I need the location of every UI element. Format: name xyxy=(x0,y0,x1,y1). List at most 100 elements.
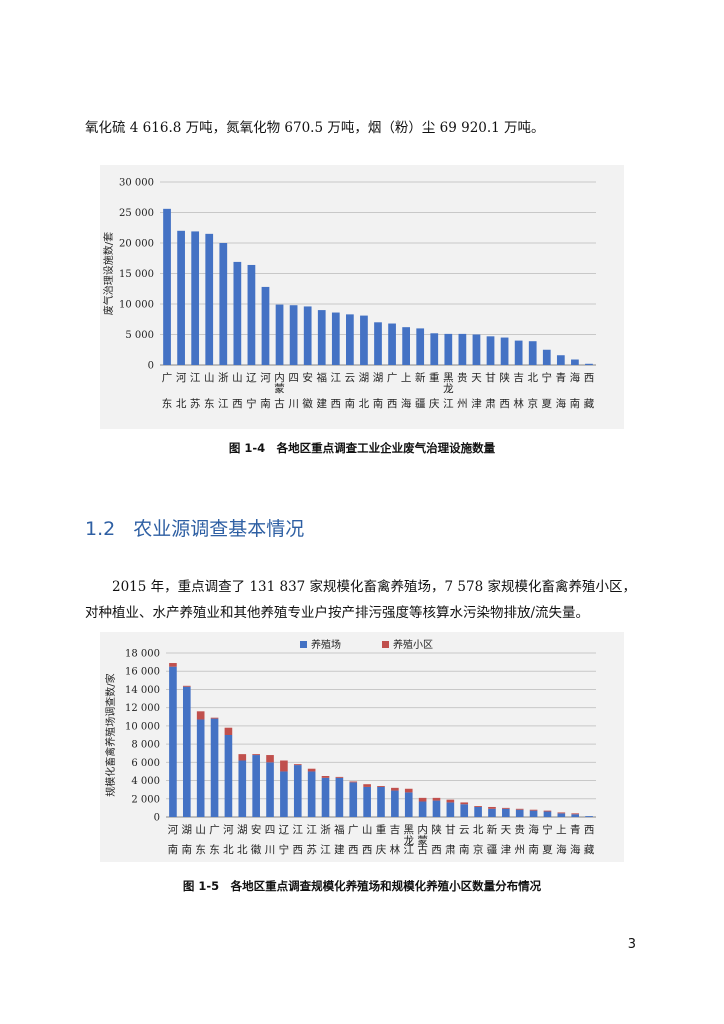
x-tick-label: 天 xyxy=(501,824,512,836)
bar xyxy=(205,233,214,365)
x-tick-label: 湖 xyxy=(237,824,248,836)
x-tick-label: 津 xyxy=(471,398,482,410)
x-tick-label: 东 xyxy=(209,843,220,856)
legend-label: 养殖场 xyxy=(311,638,341,651)
x-tick-label: 广 xyxy=(348,824,359,836)
bar-segment xyxy=(432,797,441,801)
legend-label: 养殖小区 xyxy=(393,638,433,651)
bar-segment xyxy=(502,807,510,809)
chart-1-5: 0 2 000 4 000 6 000 8 000 10 000 12 000 14 000 1… xyxy=(104,638,596,856)
y-axis-label: 规模化畜禽养殖场调查数/家 xyxy=(104,673,117,796)
x-tick-label: 南 xyxy=(260,397,271,410)
x-tick-label: 津 xyxy=(501,844,512,856)
x-tick-label: 川 xyxy=(265,844,276,856)
x-tick-label: 海 xyxy=(528,823,539,836)
bar xyxy=(224,735,233,817)
bar xyxy=(307,771,316,817)
bar xyxy=(360,315,368,365)
x-tick-label: 海 xyxy=(570,843,581,856)
x-tick-label: 湖 xyxy=(359,372,370,384)
top-paragraph: 氧化硫 4 616.8 万吨，氮氧化物 670.5 万吨，烟（粉）尘 69 92… xyxy=(85,120,545,136)
bar xyxy=(293,765,302,817)
x-tick-label: 江 xyxy=(190,372,201,384)
chart-1-4-caption: 图 1-4 各地区重点调查工业企业废气治理设施数量 xyxy=(228,441,496,455)
x-tick-label: 海 xyxy=(401,397,412,410)
bar xyxy=(247,264,256,365)
section-heading: 1.2 农业源调查基本情况 xyxy=(85,514,304,541)
bar xyxy=(556,355,565,365)
bar xyxy=(388,323,396,365)
bar xyxy=(474,806,482,817)
x-tick-label: 江 xyxy=(403,844,414,856)
y-tick-label: 5 000 xyxy=(125,330,154,341)
x-tick-label: 西 xyxy=(431,844,442,856)
x-tick-label: 北 xyxy=(223,844,234,856)
y-tick-label: 14 000 xyxy=(125,685,160,696)
x-tick-label: 龙 xyxy=(403,834,414,847)
x-tick-label: 古 xyxy=(417,843,428,856)
bar xyxy=(317,310,326,365)
bar xyxy=(557,813,566,817)
x-tick-label: 江 xyxy=(320,844,331,856)
x-tick-label: 州 xyxy=(514,844,525,856)
x-tick-label: 吉 xyxy=(390,824,401,836)
x-tick-label: 广 xyxy=(162,372,173,384)
x-tick-label: 海 xyxy=(556,843,567,856)
bar-segment xyxy=(446,799,455,803)
x-tick-label: 西 xyxy=(362,844,373,856)
bar xyxy=(280,771,288,817)
bar xyxy=(460,804,469,817)
bar xyxy=(472,334,481,365)
x-tick-label: 河 xyxy=(223,824,234,836)
x-tick-label: 建 xyxy=(316,397,327,410)
bar-segment xyxy=(224,727,233,735)
x-tick-label: 夏 xyxy=(542,844,553,856)
x-tick-label: 苏 xyxy=(306,843,317,856)
bar xyxy=(585,816,593,817)
x-tick-label: 南 xyxy=(373,397,384,410)
bar xyxy=(502,808,510,817)
x-tick-label: 北 xyxy=(176,398,187,410)
page-number: 3 xyxy=(627,937,636,952)
x-tick-label: 南 xyxy=(528,843,539,856)
bar-segment xyxy=(460,802,469,805)
x-tick-label: 贵 xyxy=(457,371,468,384)
bar-segment xyxy=(529,809,538,811)
bar xyxy=(430,333,439,365)
y-tick-label: 4 000 xyxy=(131,776,160,787)
x-tick-label: 云 xyxy=(459,824,470,836)
y-tick-label: 8 000 xyxy=(131,740,160,751)
x-tick-label: 建 xyxy=(334,843,345,856)
x-tick-label: 林 xyxy=(390,843,401,856)
x-tick-label: 疆 xyxy=(415,398,426,410)
bar-segment xyxy=(307,768,316,772)
x-tick-label: 东 xyxy=(195,843,206,856)
x-tick-label: 重 xyxy=(376,823,387,836)
x-tick-label: 宁 xyxy=(246,397,257,410)
y-tick-label: 10 000 xyxy=(125,721,160,732)
x-tick-label: 新 xyxy=(415,371,426,384)
bar-segment xyxy=(543,810,552,812)
x-tick-label: 疆 xyxy=(487,844,498,856)
x-tick-label: 辽 xyxy=(246,372,257,384)
bar-segment xyxy=(280,760,288,772)
x-tick-label: 北 xyxy=(527,372,538,384)
y-tick-label: 20 000 xyxy=(119,239,154,250)
x-tick-label: 林 xyxy=(513,397,524,410)
bar xyxy=(377,786,385,817)
x-tick-label: 西 xyxy=(584,372,595,384)
bar xyxy=(374,322,382,365)
bar xyxy=(488,808,496,817)
bar-segment xyxy=(252,754,260,756)
y-tick-label: 16 000 xyxy=(125,667,160,678)
chart-1-5-caption: 图 1-5 各地区重点调查规模化养殖场和规模化养殖小区数量分布情况 xyxy=(182,879,542,893)
bar-segment xyxy=(210,717,219,719)
x-tick-label: 上 xyxy=(401,372,412,384)
bar xyxy=(191,231,200,365)
bar xyxy=(500,337,509,365)
x-tick-label: 西 xyxy=(293,844,304,856)
bar xyxy=(543,811,552,817)
y-tick-label: 30 000 xyxy=(119,178,154,189)
bar-segment xyxy=(335,776,344,778)
x-tick-label: 甘 xyxy=(485,371,496,384)
